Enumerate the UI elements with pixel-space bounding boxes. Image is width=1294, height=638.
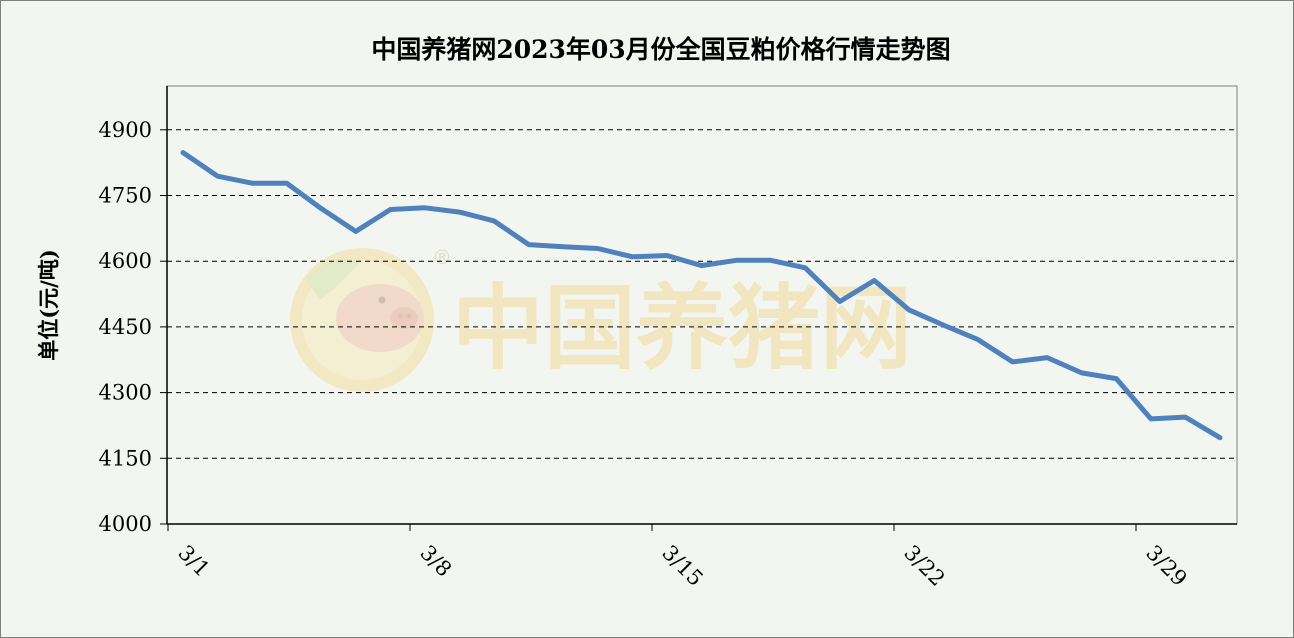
y-tick-label: 4000 xyxy=(99,512,152,536)
chart-title: 中国养猪网2023年03月份全国豆粕价格行情走势图 xyxy=(371,35,950,64)
x-tick-label: 3/8 xyxy=(415,541,456,582)
x-tick-label: 3/1 xyxy=(173,541,214,582)
watermark-text: 中国养猪网 xyxy=(452,274,912,382)
x-tick-label: 3/22 xyxy=(899,541,949,591)
watermark-registered: ® xyxy=(432,245,452,269)
y-tick-label: 4450 xyxy=(99,315,152,339)
x-tick-label: 3/15 xyxy=(657,541,707,591)
y-tick-label: 4600 xyxy=(99,249,152,273)
y-tick-label: 4150 xyxy=(99,446,152,470)
y-tick-label: 4750 xyxy=(99,184,152,208)
watermark-logo: ® xyxy=(290,245,452,392)
y-tick-label: 4900 xyxy=(99,118,152,142)
x-tick-label: 3/29 xyxy=(1141,541,1191,591)
y-tick-label: 4300 xyxy=(99,381,152,405)
y-axis-label: 单位(元/吨) xyxy=(36,249,61,361)
